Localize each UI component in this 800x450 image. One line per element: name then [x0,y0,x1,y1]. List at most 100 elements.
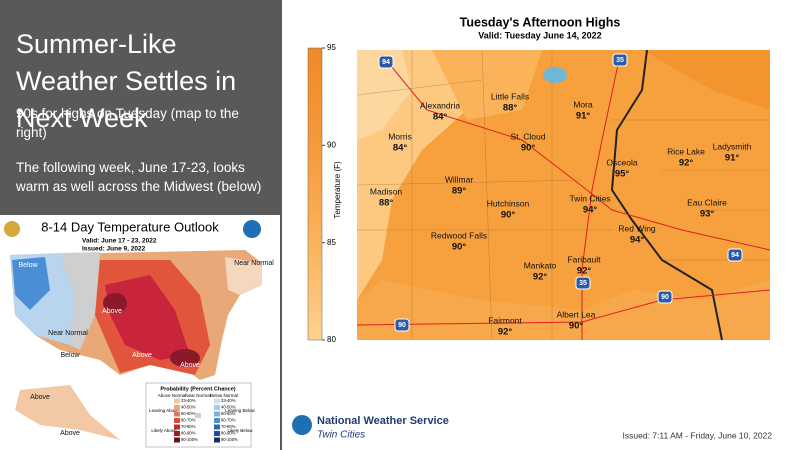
highway-number: 90 [398,322,406,329]
legend-swatch [174,424,180,430]
city-temp: 88° [503,103,518,114]
city-temp: 92° [577,266,592,277]
city-name: Osceola [606,157,637,167]
highway-shield [378,55,394,69]
region-label: Near Normal [234,260,274,267]
city-name: Madison [370,186,402,196]
legend-class: 70-80% [181,424,196,429]
region-label: Above [60,430,80,437]
legend-swatch [174,405,180,410]
legend-title: Probability (Percent Chance) [160,386,235,392]
city-name: Red Wing [618,223,656,233]
city-name: Mankato [524,260,557,270]
highway-shield [612,53,628,67]
outlook-issued: Issued: June 9, 2022 [82,246,146,253]
outlook-map: 8-14 Day Temperature Outlook Valid: June … [0,215,280,450]
highway-shield [657,290,673,304]
legend-side-label: Likely Below [227,428,253,433]
map-valid: Valid: Tuesday June 14, 2022 [478,30,601,40]
city-name: Eau Claire [687,197,727,207]
legend-header: Above Normal [158,393,187,398]
agency: National Weather Service [317,415,449,427]
legend-class: 33-40% [221,398,236,403]
city-temp: 90° [521,143,536,154]
city-name: Hutchinson [487,198,530,208]
region-label: Above [30,394,50,401]
legend-swatch [174,411,180,417]
city-temp: 94° [630,235,645,246]
region-label: Above [132,352,152,359]
city-name: Albert Lea [557,309,596,319]
mn-wi-map [356,49,771,341]
legend-side-label: Leaning Below [225,408,255,413]
highs-panel: Tuesday's Afternoon Highs Valid: Tuesday… [292,15,772,441]
colorbar-tick-label: 85 [327,238,336,247]
legend-swatch [174,431,180,436]
highway-number: 35 [579,280,587,287]
legend-class: 80-90% [181,431,196,436]
region-label: Near Normal [48,330,88,337]
city-name: Faribault [567,254,601,264]
city-temp: 84° [433,112,448,123]
city-name: Mora [573,99,593,109]
legend-side-label: Likely Above [151,428,177,433]
city-name: St. Cloud [511,131,546,141]
legend-swatch [214,405,220,410]
legend-class: 50-60% [221,411,236,416]
legend-class: 60-70% [181,418,196,423]
colorbar-label: Temperature (F) [333,161,342,219]
city-name: Redwood Falls [431,230,487,240]
legend-swatch [174,398,180,404]
bullet: The following week, June 17-23, looks wa… [16,160,262,194]
nws-logo [292,415,312,435]
legend-class: 90-100% [221,437,238,442]
highway-number: 94 [382,59,390,66]
colorbar-tick-label: 80 [327,335,336,344]
highway-number: 94 [731,252,739,259]
city-temp: 92° [679,158,694,169]
legend-header: Below Normal [210,393,238,398]
legend-class: 80-90% [221,431,236,436]
highway-shield [727,248,743,262]
colorbar-tick-label: 90 [327,140,336,149]
legend-class: 90-100% [181,437,198,442]
legend-swatch [195,413,201,418]
colorbar-tick-label: 95 [327,43,336,52]
legend-class: 70-80% [221,424,236,429]
city-name: Morris [388,131,412,141]
text-panel: Summer-Like Weather Settles in Next Week… [0,0,280,215]
city-name: Little Falls [491,91,529,101]
region-label: Below [18,262,38,269]
highway-number: 35 [616,57,624,64]
legend-class: 40-50% [181,405,196,410]
office: Twin Cities [317,430,365,441]
legend-swatch [214,411,220,417]
city-name: Fairmont [488,315,522,325]
legend-class: 60-70% [221,418,236,423]
city-temp: 91° [725,153,740,164]
city-temp: 95° [615,169,630,180]
noaa-logo [4,221,20,237]
legend-class: 40-50% [221,405,236,410]
map-title: Tuesday's Afternoon Highs [460,15,621,29]
region-label: Above [180,362,200,369]
city-name: Ladysmith [713,141,752,151]
city-temp: 84° [393,143,408,154]
region-label: Above [102,308,122,315]
city-temp: 89° [452,186,467,197]
city-temp: 92° [533,272,548,283]
highway-number: 90 [661,294,669,301]
city-temp: 92° [498,327,513,338]
legend-swatch [214,398,220,404]
highway-shield [394,318,410,332]
legend-swatch [174,418,180,423]
bullet: 90s for highs on Tuesday (map to the rig… [16,106,239,140]
us-map [10,250,262,440]
city-temp: 88° [379,198,394,209]
outlook-valid: Valid: June 17 - 23, 2022 [82,238,157,245]
city-name: Twin Cities [569,193,610,203]
divider [280,0,282,450]
city-temp: 94° [583,205,598,216]
city-temp: 93° [700,209,715,220]
